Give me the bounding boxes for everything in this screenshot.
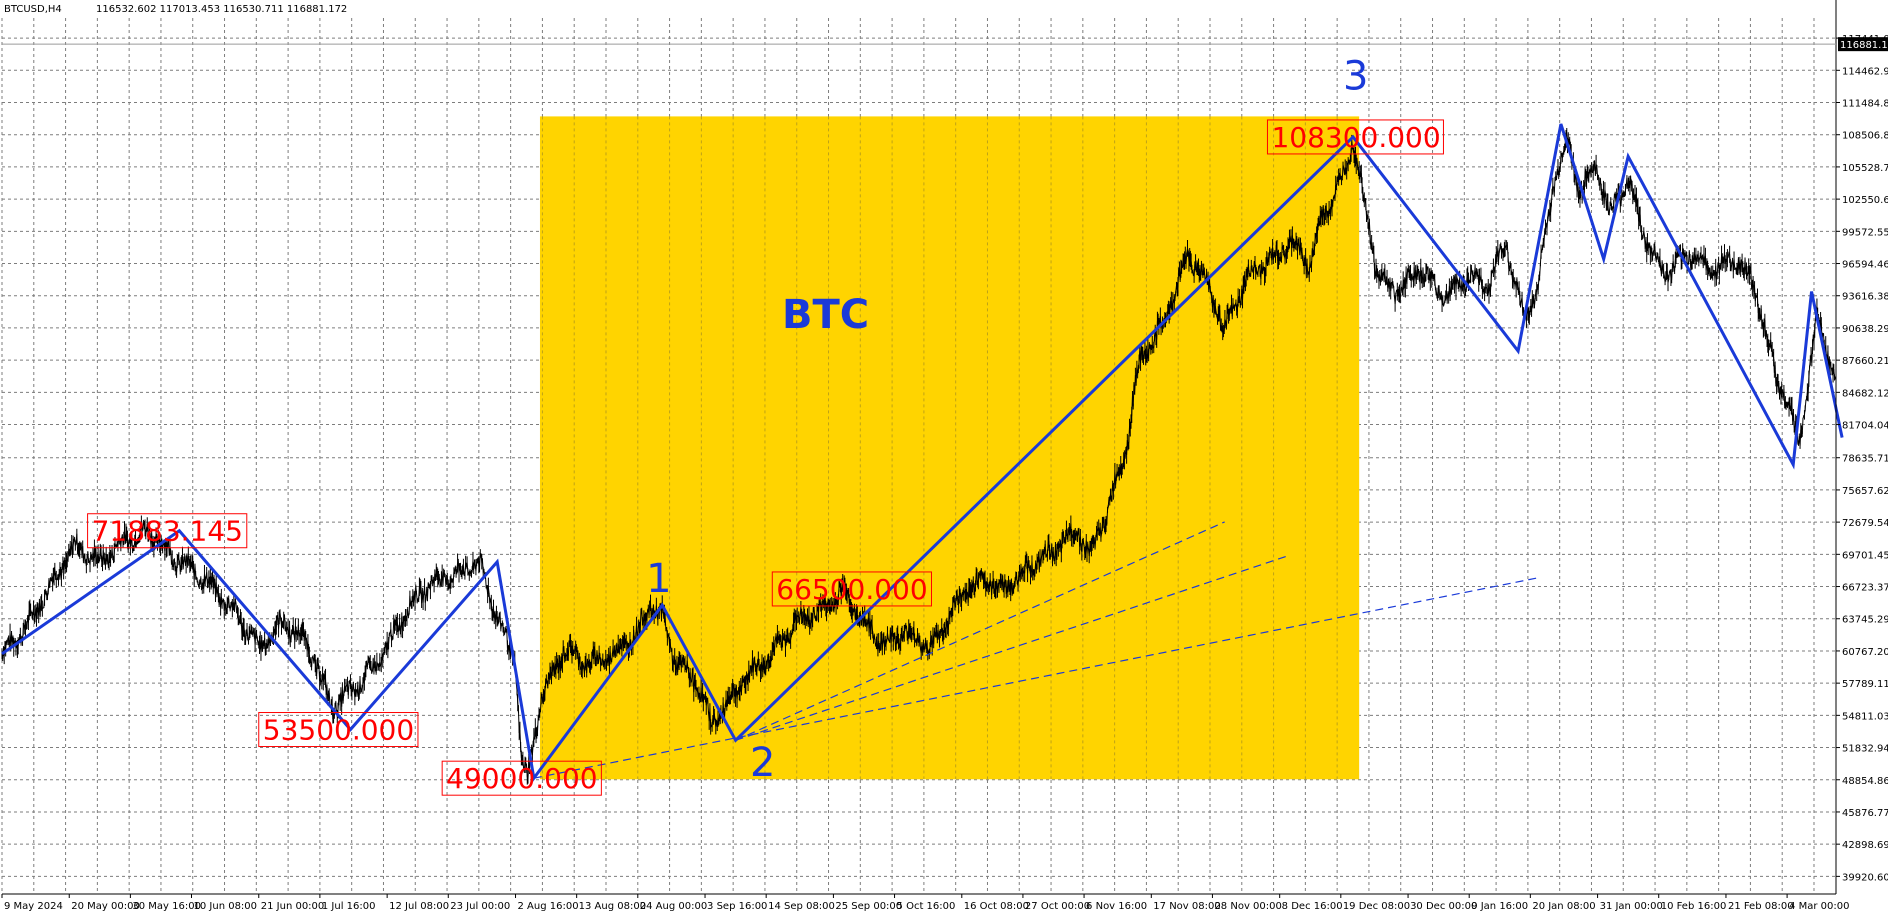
wave-label-1[interactable]: 1: [646, 556, 671, 602]
time-tick-label: 14 Sep 08:00: [768, 901, 835, 912]
price-label[interactable]: 71883.145: [87, 513, 248, 549]
price-label-box: [1266, 119, 1444, 155]
fan-line-2[interactable]: [735, 555, 1286, 741]
price-tick-label: 69701.455: [1842, 550, 1888, 561]
time-tick-label: 2 Aug 16:00: [518, 901, 579, 912]
price-tick-label: 45876.775: [1842, 808, 1888, 819]
fan-line-3[interactable]: [735, 521, 1225, 741]
time-tick-label: 3 Sep 16:00: [707, 901, 767, 912]
time-tick-label: 9 May 2024: [4, 901, 63, 912]
highlight-box: [539, 116, 1360, 780]
fan-lines[interactable]: [533, 521, 1537, 779]
time-tick-label: 17 Nov 08:00: [1153, 901, 1220, 912]
price-tick-label: 84682.125: [1842, 388, 1888, 399]
price-tick-label: 39920.605: [1842, 872, 1888, 883]
wave-label-3[interactable]: 3: [1343, 53, 1368, 99]
price-label[interactable]: 53500.000: [258, 712, 419, 748]
time-tick-label: 8 Dec 16:00: [1282, 901, 1343, 912]
time-tick-label: 5 Oct 16:00: [897, 901, 956, 912]
price-line: [1, 134, 1836, 780]
ohlc-values: 116532.602 117013.453 116530.711 116881.…: [96, 4, 347, 15]
price-tick-label: 51832.945: [1842, 744, 1888, 755]
fan-line-1[interactable]: [533, 577, 1537, 779]
price-label-text: 49000.000: [446, 762, 597, 795]
time-tick-label: 1 Jul 16:00: [322, 901, 376, 912]
time-tick-label: 16 Oct 08:00: [964, 901, 1029, 912]
time-tick-label: 4 Mar 00:00: [1789, 901, 1849, 912]
time-tick-label: 19 Dec 08:00: [1343, 901, 1410, 912]
wave-lines[interactable]: [1, 123, 1844, 782]
price-label-text: 71883.145: [92, 515, 243, 548]
price-label-box: [771, 571, 932, 607]
price-tick-label: 102550.635: [1842, 195, 1888, 206]
wave-zigzag-line[interactable]: [1, 123, 1844, 782]
price-tick-label: 108506.805: [1842, 131, 1888, 142]
time-tick-label: 21 Feb 08:00: [1728, 901, 1794, 912]
time-tick-label: 24 Aug 00:00: [640, 901, 707, 912]
time-tick-label: 20 Jan 08:00: [1532, 901, 1595, 912]
current-price-label: 116881.172: [1840, 40, 1888, 51]
time-tick-label: 9 Jan 16:00: [1471, 901, 1528, 912]
current-price-badge: [1838, 37, 1888, 52]
price-label[interactable]: 49000.000: [441, 760, 602, 796]
price-label[interactable]: 108300.000: [1266, 119, 1444, 155]
time-tick-label: 23 Jul 00:00: [450, 901, 510, 912]
price-label-box: [87, 513, 248, 549]
price-tick-label: 114462.975: [1842, 66, 1888, 77]
price-label-box: [258, 712, 419, 748]
price-tick-label: 63745.290: [1842, 615, 1888, 626]
price-tick-label: 87660.210: [1842, 356, 1888, 367]
annotation-labels[interactable]: 71883.145 53500.000 49000.000 66500.000 1083…: [87, 53, 1444, 796]
price-label[interactable]: 66500.000: [771, 571, 932, 607]
time-tick-label: 30 May 16:00: [132, 901, 201, 912]
time-tick-label: 10 Jun 08:00: [194, 901, 258, 912]
price-tick-label: 105528.720: [1842, 163, 1888, 174]
price-tick-label: 54811.030: [1842, 711, 1888, 722]
highlight-box-layer: [539, 116, 1360, 780]
time-tick-label: 10 Feb 16:00: [1661, 901, 1727, 912]
price-tick-label: 57789.115: [1842, 679, 1888, 690]
price-tick-label: 78635.710: [1842, 454, 1888, 465]
price-tick-label: 48854.860: [1842, 776, 1888, 787]
price-tick-label: 42898.690: [1842, 840, 1888, 851]
time-tick-label: 28 Nov 00:00: [1214, 901, 1281, 912]
price-label-text: 108300.000: [1271, 121, 1440, 154]
price-tick-label: 60767.200: [1842, 647, 1888, 658]
price-tick-label: 72679.540: [1842, 518, 1888, 529]
time-tick-label: 21 Jun 00:00: [261, 901, 325, 912]
time-tick-label: 13 Aug 08:00: [579, 901, 646, 912]
price-tick-label: 93616.380: [1842, 292, 1888, 303]
header: BTCUSD,H4 116532.602 117013.453 116530.7…: [4, 4, 347, 15]
time-tick-label: 30 Dec 00:00: [1410, 901, 1477, 912]
chart-title: BTC: [782, 292, 869, 338]
time-tick-label: 6 Nov 16:00: [1086, 901, 1147, 912]
price-label-text: 53500.000: [263, 714, 414, 747]
time-tick-label: 20 May 00:00: [71, 901, 140, 912]
price-series: [1, 128, 1836, 785]
time-tick-label: 31 Jan 00:00: [1600, 901, 1663, 912]
price-tick-label: 75657.625: [1842, 486, 1888, 497]
price-tick-label: 90638.295: [1842, 324, 1888, 335]
wave-label-2[interactable]: 2: [750, 740, 775, 786]
time-tick-label: 25 Sep 00:00: [835, 901, 902, 912]
price-label-text: 66500.000: [776, 573, 927, 606]
time-tick-label: 12 Jul 08:00: [389, 901, 449, 912]
price-tick-label: 66723.373: [1842, 583, 1888, 594]
price-tick-label: 99572.550: [1842, 227, 1888, 238]
price-tick-label: 96594.465: [1842, 260, 1888, 271]
time-tick-label: 27 Oct 00:00: [1025, 901, 1090, 912]
price-tick-label: 111484.890: [1842, 99, 1888, 110]
symbol-label: BTCUSD,H4: [4, 4, 62, 15]
price-tick-label: 81704.040: [1842, 421, 1888, 432]
price-label-box: [441, 760, 602, 796]
